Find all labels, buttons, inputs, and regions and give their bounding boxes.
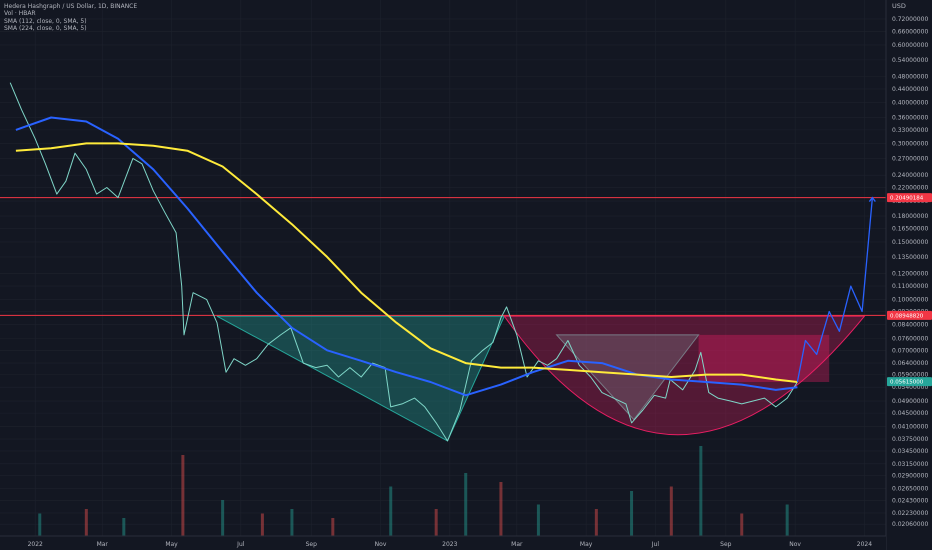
price-tick-label: 0.13500000	[892, 254, 928, 261]
price-tick-label: 0.02230000	[892, 510, 928, 517]
badge-resistance-mid: 0.08948820	[890, 313, 924, 319]
volume-bar	[669, 486, 673, 536]
volume-bar	[594, 509, 598, 536]
price-tick-label: 0.44000000	[892, 86, 928, 93]
badge-resistance-mid-bg	[887, 310, 932, 320]
price-tick-label: 0.36000000	[892, 115, 928, 122]
volume-bar	[260, 513, 264, 536]
legend-sma224: SMA (224, close, 0, SMA, 5)	[4, 25, 87, 33]
price-tick-label: 0.48000000	[892, 74, 928, 81]
time-axis-bg	[0, 536, 886, 550]
badge-resistance-top: 0.20490184	[890, 196, 924, 202]
price-tick-label: 0.66000000	[892, 28, 928, 35]
time-tick-label: Nov	[789, 541, 801, 548]
price-tick-label: 0.02430000	[892, 498, 928, 505]
volume-bar	[331, 518, 335, 536]
price-tick-label: 0.15000000	[892, 239, 928, 246]
price-tick-label: 0.07600000	[892, 336, 928, 343]
time-tick-label: 2022	[28, 541, 43, 548]
pattern-handle-box	[698, 334, 830, 383]
price-axis-bg	[886, 0, 932, 550]
price-tick-label: 0.40000000	[892, 100, 928, 107]
projection-line	[796, 197, 874, 383]
volume-bar	[785, 504, 789, 536]
legend-volume: Vol · HBAR	[4, 10, 36, 18]
price-tick-label: 0.18000000	[892, 213, 928, 220]
pattern-triangle-1	[216, 315, 506, 442]
price-tick-label: 0.06400000	[892, 360, 928, 367]
volume-bar	[221, 500, 225, 536]
time-tick-label: May	[580, 541, 593, 548]
volume-bar	[699, 446, 703, 536]
price-tick-label: 0.72000000	[892, 16, 928, 23]
time-tick-label: Mar	[97, 541, 109, 548]
price-tick-label: 0.04100000	[892, 423, 928, 430]
price-tick-label: 0.07000000	[892, 347, 928, 354]
projection-arrow-head	[868, 196, 876, 202]
price-tick-label: 0.02900000	[892, 473, 928, 480]
price-tick-label: 0.11000000	[892, 283, 928, 290]
price-tick-label: 0.27000000	[892, 155, 928, 162]
badge-resistance-top-bg	[887, 193, 932, 203]
price-tick-label: 0.16500000	[892, 225, 928, 232]
volume-bar	[630, 491, 634, 536]
time-tick-label: 2024	[857, 541, 872, 548]
chart-legend: Hedera Hashgraph / US Dollar, 1D, BINANC…	[4, 3, 137, 33]
price-tick-label: 0.54000000	[892, 57, 928, 64]
volume-bar	[84, 509, 88, 536]
volume-bars	[38, 446, 789, 536]
price-tick-label: 0.33000000	[892, 127, 928, 134]
volume-bar	[290, 509, 294, 536]
price-tick-label: 0.05900000	[892, 372, 928, 379]
price-tick-label: 0.02060000	[892, 521, 928, 528]
volume-bar	[464, 473, 468, 536]
legend-sma112: SMA (112, close, 0, SMA, 5)	[4, 17, 87, 25]
price-tick-label: 0.10000000	[892, 297, 928, 304]
price-tick-label: 0.02650000	[892, 485, 928, 492]
price-tick-label: 0.03450000	[892, 448, 928, 455]
volume-bar	[740, 513, 744, 536]
legend-title: Hedera Hashgraph / US Dollar, 1D, BINANC…	[4, 3, 138, 10]
grid	[0, 0, 886, 536]
price-tick-label: 0.24000000	[892, 172, 928, 179]
chart-lines	[9, 82, 876, 442]
time-tick-label: Jul	[651, 541, 660, 548]
price-axis[interactable]: USD 0.72000000 0.66000000 0.60000000 0.54000…	[885, 0, 932, 550]
volume-bar	[434, 509, 438, 536]
time-tick-label: Mar	[511, 541, 523, 548]
badge-current-price-bg	[887, 377, 932, 387]
time-tick-label: 2023	[442, 541, 457, 548]
price-tick-label: 0.30000000	[892, 140, 928, 147]
sma224-line	[15, 142, 798, 383]
price-tick-label: 0.60000000	[892, 42, 928, 49]
price-tick-label: 0.12000000	[892, 271, 928, 278]
time-tick-label: May	[165, 541, 178, 548]
volume-bar	[181, 455, 185, 536]
badge-current-price: 0.05615000	[890, 380, 924, 386]
price-tick-label: 0.08400000	[892, 321, 928, 328]
volume-bar	[536, 504, 540, 536]
volume-bar	[389, 486, 393, 536]
price-tick-label: 0.04500000	[892, 410, 928, 417]
time-tick-label: Sep	[720, 541, 732, 548]
volume-bar	[38, 513, 42, 536]
price-axis-unit: USD	[892, 2, 906, 10]
price-tick-label: 0.05400000	[892, 384, 928, 391]
price-tick-label: 0.03150000	[892, 461, 928, 468]
volume-bar	[122, 518, 126, 536]
price-tick-label: 0.04900000	[892, 398, 928, 405]
price-tick-label: 0.03750000	[892, 436, 928, 443]
price-line	[9, 82, 798, 442]
volume-bar	[499, 482, 503, 536]
time-tick-label: Jul	[236, 541, 245, 548]
time-tick-label: Nov	[375, 541, 387, 548]
time-tick-label: Sep	[306, 541, 318, 548]
time-axis[interactable]: 2022 Mar May Jul Sep Nov 2023 Mar May Jul Sep Nov 20…	[0, 535, 886, 550]
sma112-line	[15, 116, 798, 397]
price-tick-label: 0.22000000	[892, 185, 928, 192]
price-badges: 0.20490184 0.08948820 0.05615000	[887, 193, 932, 387]
